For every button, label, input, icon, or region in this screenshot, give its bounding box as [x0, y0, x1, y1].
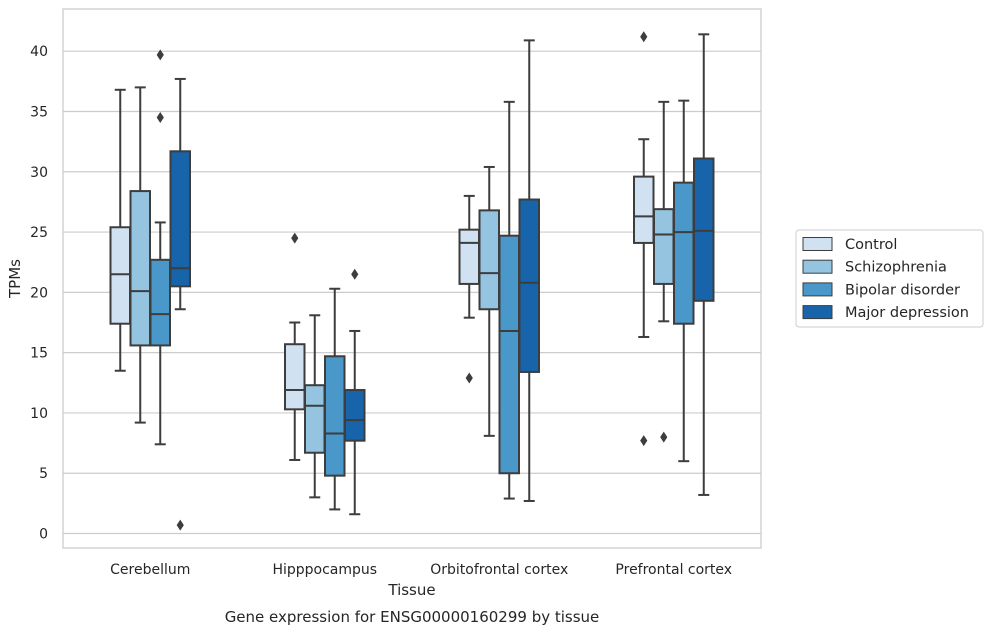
y-tick-label-0: 0: [39, 527, 48, 543]
outlier-point: [465, 372, 473, 384]
box-rect: [344, 389, 366, 442]
legend-swatch-3: [802, 282, 833, 297]
box-rect: [633, 175, 655, 244]
box-3-2: [518, 39, 540, 502]
outlier-point: [640, 435, 648, 447]
x-tick-label-4: Prefrontal cortex: [615, 562, 732, 578]
box-2-2: [498, 100, 520, 500]
box-0-3: [633, 31, 655, 447]
box-rect: [129, 190, 151, 347]
x-axis-label: Tissue: [387, 581, 435, 599]
chart-caption: Gene expression for ENSG00000160299 by t…: [225, 608, 600, 626]
y-tick-label-15: 15: [30, 346, 48, 362]
legend-swatch-4: [802, 305, 833, 320]
legend-label-2: Schizophrenia: [845, 260, 947, 276]
y-tick-label-30: 30: [30, 165, 48, 181]
box-rect: [498, 234, 520, 475]
x-tick-label-3: Orbitofrontal cortex: [430, 562, 568, 578]
box-rect: [653, 208, 675, 285]
legend-label-1: Control: [845, 237, 897, 253]
y-tick-label-35: 35: [30, 104, 48, 120]
box-0-1: [284, 232, 306, 461]
y-tick-label-20: 20: [30, 285, 48, 301]
outlier-point: [176, 519, 184, 531]
outlier-point: [156, 112, 164, 124]
legend-swatch-2: [802, 259, 833, 274]
box-1-2: [478, 165, 500, 437]
box-1-1: [304, 314, 326, 499]
legend-swatch-1: [802, 237, 833, 251]
outlier-point: [291, 232, 299, 244]
y-axis-label: TPMs: [6, 259, 24, 299]
box-3-0: [169, 77, 191, 531]
x-axis-ticks: Cerebellum Hipppocampus Orbitofrontal cort…: [110, 562, 732, 578]
legend-label-3: Bipolar disorder: [845, 282, 960, 298]
legend-frame: [795, 229, 984, 328]
box-rect: [284, 343, 306, 411]
box-3-3: [693, 33, 715, 496]
y-tick-label-10: 10: [30, 406, 48, 422]
x-tick-label-2: Hipppocampus: [272, 562, 377, 578]
box-rect: [673, 181, 695, 325]
box-0-0: [109, 88, 131, 372]
box-rect: [518, 198, 540, 373]
plot-frame: [62, 8, 762, 549]
legend-label-4: Major depression: [845, 305, 969, 321]
y-tick-label-5: 5: [39, 466, 48, 482]
y-axis-ticks: 0 5 10 15 20 25 30 35 40: [30, 44, 48, 542]
legend: Control Schizophrenia Bipolar disorder Majo…: [795, 229, 984, 328]
outlier-point: [660, 431, 668, 443]
y-tick-label-25: 25: [30, 225, 48, 241]
box-rect: [149, 258, 171, 347]
box-2-1: [324, 287, 346, 511]
box-2-3: [673, 99, 695, 463]
box-rect: [324, 355, 346, 477]
box-2-0: [149, 49, 171, 446]
box-rect: [458, 228, 480, 285]
boxes: [109, 31, 715, 531]
box-3-1: [344, 268, 366, 516]
y-tick-label-40: 40: [30, 44, 48, 60]
box-rect: [478, 209, 500, 311]
outlier-point: [640, 31, 648, 43]
outlier-point: [156, 49, 164, 61]
box-1-3: [653, 100, 675, 443]
box-rect: [304, 384, 326, 454]
box-rect: [169, 150, 191, 288]
box-rect: [109, 226, 131, 325]
box-rect: [693, 157, 715, 302]
outlier-point: [351, 268, 359, 280]
x-tick-label-1: Cerebellum: [110, 562, 190, 578]
